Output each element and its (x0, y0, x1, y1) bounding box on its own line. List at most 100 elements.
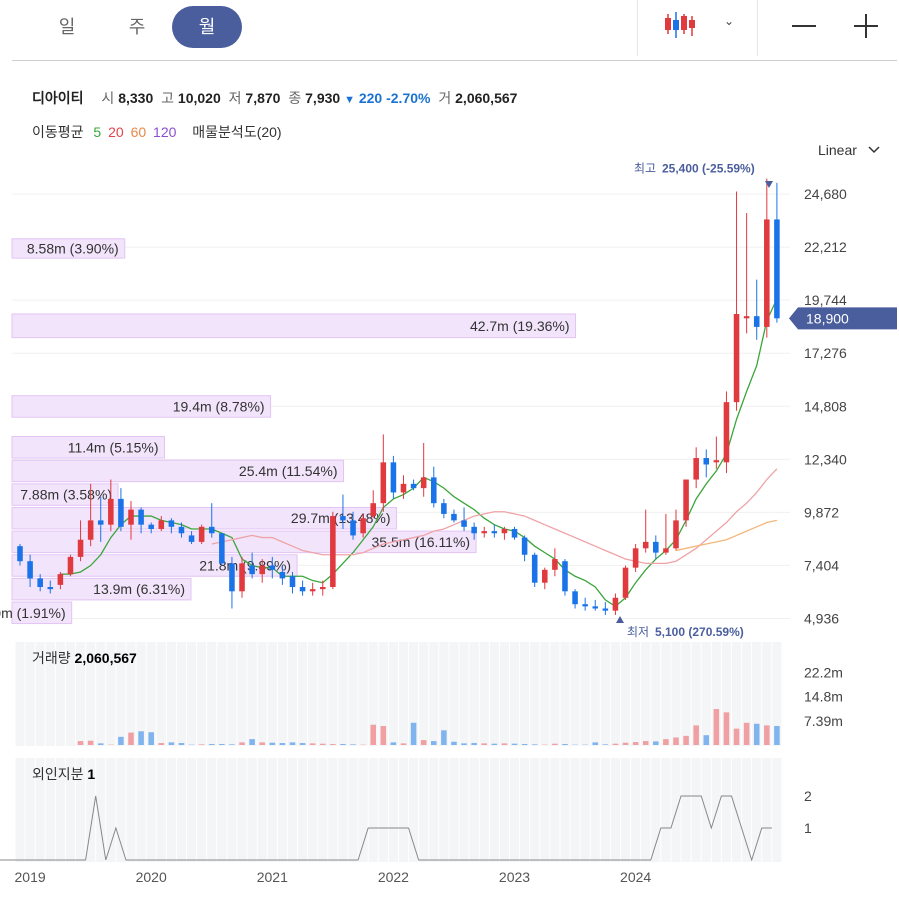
candle-body (219, 533, 225, 564)
ma-60[interactable]: 60 (130, 124, 147, 140)
volume-bg-stripe (651, 642, 661, 746)
chevron-down-icon: ⌄ (724, 14, 735, 28)
volume-bar (128, 732, 134, 745)
volume-bg-stripe (489, 642, 499, 746)
candle-body (370, 503, 376, 517)
volume-bg-stripe (439, 642, 449, 746)
volume-bg-stripe (237, 642, 247, 746)
add-button[interactable] (846, 10, 886, 42)
volume-bg-stripe (691, 642, 701, 746)
candle-body (67, 556, 74, 575)
foreign-bg-stripe (691, 758, 701, 862)
foreign-bg-stripe (742, 758, 752, 862)
volume-profile-label: 13.9m (6.31%) (93, 581, 185, 597)
foreign-bg-stripe (479, 758, 489, 862)
volume-bar (602, 744, 609, 745)
volume-bar (461, 743, 467, 745)
candle-body (118, 498, 124, 527)
candle-body (552, 559, 558, 570)
volume-bg-stripe (742, 642, 752, 746)
candle-body (461, 520, 467, 527)
volume-bg-stripe (681, 642, 691, 746)
minimize-button[interactable] (784, 10, 824, 42)
candle-body (431, 477, 437, 504)
volume-bg-stripe (217, 642, 227, 746)
candle-body (97, 520, 104, 525)
volume-profile-label[interactable]: 매물분석도(20) (192, 124, 282, 140)
foreign-bg-stripe (711, 758, 721, 862)
volume-profile-bar (11, 483, 119, 506)
volume-profile-bar (11, 530, 477, 554)
foreign-ownership-panel: 21 (0, 788, 812, 862)
volume-bg-stripe (409, 642, 419, 746)
volume-profile-label: 11.4m (5.15%) (68, 439, 159, 455)
candle-body (410, 483, 417, 489)
low-label: 저 (228, 90, 242, 106)
volume-profile-label: 25.4m (11.54%) (239, 463, 338, 479)
volume-bar (673, 737, 679, 745)
candle-body (663, 548, 669, 553)
high-value: 10,020 (177, 90, 221, 106)
candle-body (673, 520, 679, 549)
foreign-bg-stripe (197, 758, 207, 862)
time-tick-label: 2024 (620, 869, 651, 885)
volume-bg-stripe (631, 642, 641, 746)
foreign-bg-stripe (439, 758, 449, 862)
volume-bar (511, 743, 518, 745)
scale-selector[interactable]: Linear (818, 142, 881, 158)
volume-bg-stripe (661, 642, 671, 746)
tab-weekly[interactable]: 주 (128, 17, 146, 37)
foreign-bg-stripe (176, 758, 187, 862)
tab-daily[interactable]: 일 (58, 17, 76, 37)
volume-bar (552, 743, 558, 745)
low-marker-value: 5,100 (270.59%) (655, 625, 744, 639)
volume-bar (77, 741, 84, 745)
tab-monthly[interactable]: 월 (172, 6, 242, 48)
grid (12, 193, 790, 862)
volume-bg-stripe (701, 642, 711, 746)
ma-120[interactable]: 120 (153, 124, 177, 140)
candle-body (642, 541, 649, 549)
candle-body (521, 537, 528, 555)
candle-body (380, 462, 387, 504)
volume-tick-label: 7.39m (804, 713, 843, 729)
candle-body (400, 483, 407, 493)
time-axis: 2019 2020 2021 2022 2023 2024 (15, 869, 652, 885)
high-marker-value: 25,400 (-25.59%) (662, 162, 755, 176)
low-value: 7,870 (245, 90, 281, 106)
candle-body (753, 316, 760, 327)
price-tick-label: 19,744 (804, 292, 847, 308)
foreign-bg-stripe (338, 758, 348, 862)
volume-bar (683, 735, 689, 745)
price-tick-label: 12,340 (804, 451, 847, 467)
ma-5[interactable]: 5 (93, 124, 102, 140)
volume-bg-stripe (166, 642, 176, 746)
candle-body (471, 526, 477, 534)
volume-bar (612, 743, 619, 745)
volume-bar (521, 744, 528, 745)
volume-bg-stripe (721, 642, 731, 746)
foreign-ownership-line (0, 795, 772, 862)
volume-label: 거 (438, 90, 452, 106)
foreign-bg-stripe (166, 758, 176, 862)
ma-20[interactable]: 20 (108, 124, 124, 140)
chart-type-selector[interactable]: ⌄ (662, 10, 752, 40)
volume-bar (229, 744, 235, 745)
volume-profile-bar (11, 577, 192, 601)
scale-label: Linear (818, 142, 857, 158)
candle-body (632, 548, 639, 568)
volume-bg-stripe (459, 642, 469, 746)
volume-bar (239, 742, 245, 745)
candle-body (491, 531, 498, 534)
volume-bg-stripe (429, 642, 439, 746)
volume-bar (753, 723, 760, 745)
foreign-bg-stripe (15, 758, 25, 862)
volume-bg-stripe (641, 642, 651, 746)
foreign-bg-stripe (469, 758, 479, 862)
foreign-bg-stripe (287, 758, 298, 862)
foreign-bg-stripe (499, 758, 509, 862)
candle-body (259, 565, 265, 575)
plus-icon (854, 14, 878, 38)
foreign-bg-stripe (217, 758, 227, 862)
volume-profile-label: 21.8m (9.89%) (199, 558, 291, 574)
